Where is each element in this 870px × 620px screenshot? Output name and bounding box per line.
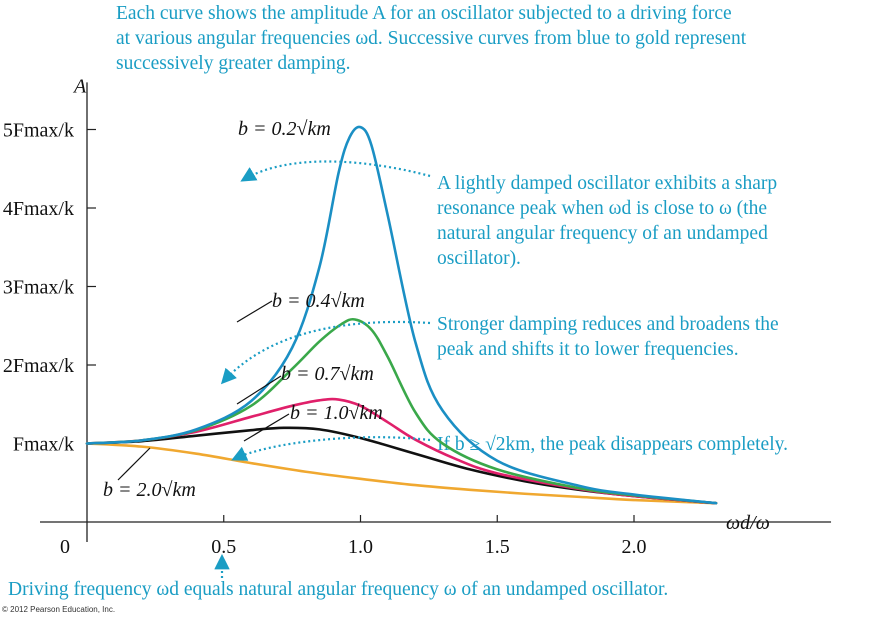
annotation-strong-line-2: peak and shifts it to lower frequencies. bbox=[437, 339, 739, 360]
x-tick-label: 0.5 bbox=[211, 536, 236, 558]
series-label-leader bbox=[236, 300, 273, 323]
annotation-light-line-3: natural angular frequency of an undamped bbox=[437, 223, 768, 244]
x-tick-label: 0 bbox=[60, 536, 70, 558]
y-tick-label: 3Fmax/k bbox=[3, 277, 74, 299]
annotation-strong-damping: Stronger damping reduces and broadens th… bbox=[437, 312, 867, 362]
annotation-strong-line-1: Stronger damping reduces and broadens th… bbox=[437, 314, 779, 335]
series-label-5: b = 2.0√km bbox=[103, 479, 196, 501]
caption-line-1: Each curve shows the amplitude A for an … bbox=[116, 3, 732, 24]
y-tick-label: 2Fmax/k bbox=[3, 355, 74, 377]
y-axis-label: A bbox=[72, 75, 87, 97]
x-axis-label: ωd/ω bbox=[726, 512, 770, 534]
y-tick-label: 4Fmax/k bbox=[3, 198, 74, 220]
series-line-2 bbox=[85, 317, 718, 505]
series-label-4: b = 1.0√km bbox=[290, 402, 383, 424]
series-label-leader bbox=[243, 413, 290, 442]
annotation-light-damping: A lightly damped oscillator exhibits a s… bbox=[437, 171, 867, 271]
x-tick-label: 2.0 bbox=[622, 536, 647, 558]
y-tick-label: Fmax/k bbox=[13, 434, 74, 456]
series-label-leader bbox=[117, 447, 151, 481]
y-tick-label: 5Fmax/k bbox=[3, 120, 74, 142]
annotation-bottom: Driving frequency ωd equals natural angu… bbox=[8, 579, 669, 600]
series-line-5 bbox=[85, 442, 718, 505]
annotation-critical: If b ≥ √2km, the peak disappears complet… bbox=[437, 434, 788, 455]
caption-top: Each curve shows the amplitude A for an … bbox=[116, 1, 866, 76]
caption-line-2: at various angular frequencies ωd. Succe… bbox=[116, 28, 747, 49]
series-label-leader bbox=[236, 375, 282, 405]
callout-arrow-light bbox=[240, 160, 431, 182]
series-label-3: b = 0.7√km bbox=[281, 363, 374, 385]
annotation-light-line-2: resonance peak when ωd is close to ω (th… bbox=[437, 198, 767, 219]
series-label-2: b = 0.4√km bbox=[272, 290, 365, 312]
series-line-1 bbox=[85, 125, 718, 505]
annotation-light-line-4: oscillator). bbox=[437, 248, 521, 269]
callout-arrow-strong bbox=[220, 320, 431, 385]
annotation-light-line-1: A lightly damped oscillator exhibits a s… bbox=[437, 173, 778, 194]
caption-line-3: successively greater damping. bbox=[116, 53, 351, 74]
callout-arrow-critical bbox=[231, 436, 431, 461]
x-tick-label: 1.5 bbox=[485, 536, 510, 558]
copyright: © 2012 Pearson Education, Inc. bbox=[2, 605, 116, 614]
series-label-1: b = 0.2√km bbox=[238, 118, 331, 140]
x-tick-label: 1.0 bbox=[348, 536, 373, 558]
